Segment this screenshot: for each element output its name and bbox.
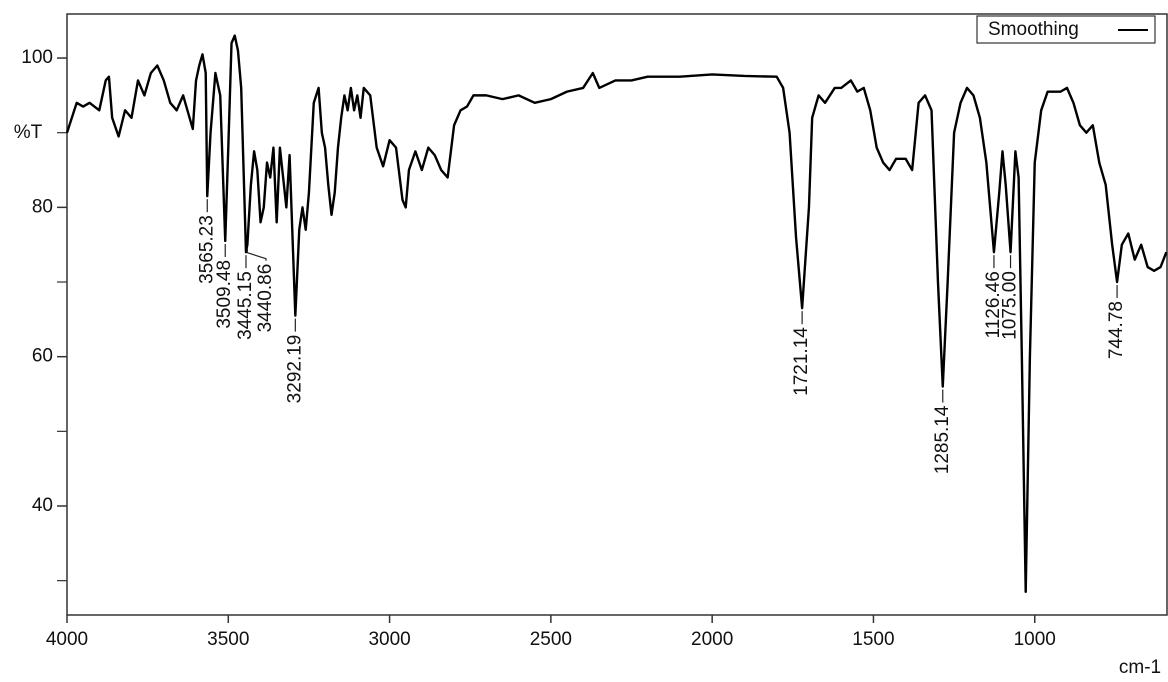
x-tick-label: 2000 [691, 629, 733, 650]
peak-label: 3440.86 [255, 264, 276, 333]
x-axis-title: cm-1 [1119, 657, 1161, 678]
peak-label: 1075.00 [1000, 271, 1021, 340]
peak-label: 3445.15 [235, 271, 256, 340]
peak-label: 1285.14 [932, 405, 953, 474]
peak-leader [246, 247, 267, 261]
legend-label: Smoothing [988, 19, 1079, 40]
y-axis-title: %T [14, 122, 43, 143]
y-tick-label: 100 [21, 47, 53, 68]
peak-label: 1721.14 [791, 327, 812, 396]
x-tick-label: 3000 [368, 629, 410, 650]
y-tick-label: 40 [32, 495, 53, 516]
peak-label: 3292.19 [284, 335, 305, 404]
x-tick-label: 1000 [1014, 629, 1056, 650]
y-tick-label: 80 [32, 196, 53, 217]
x-tick-label: 2500 [530, 629, 572, 650]
spectrum-line [65, 34, 1168, 594]
x-tick-label: 1500 [852, 629, 894, 650]
peak-label: 3565.23 [196, 215, 217, 284]
plot-frame [66, 13, 1168, 616]
peak-label: 3509.48 [214, 260, 235, 329]
x-tick-label: 4000 [46, 629, 88, 650]
peak-label: 744.78 [1106, 301, 1127, 359]
x-tick-label: 3500 [207, 629, 249, 650]
peak-label: 1126.46 [983, 271, 1004, 338]
y-tick-label: 60 [32, 346, 53, 367]
